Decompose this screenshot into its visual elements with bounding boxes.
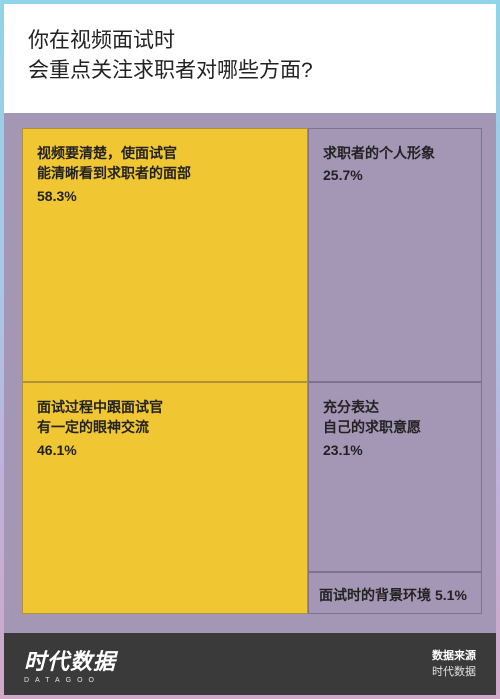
source-label: 数据来源 [432,648,476,665]
cell-label: 面试时的背景环境 [319,587,431,603]
title-line-1: 你在视频面试时 [28,26,472,56]
treemap-cell-eye-contact: 面试过程中跟面试官有一定的眼神交流 46.1% [22,382,308,614]
footer-bar: 时代数据 DATAGOO 数据来源 时代数据 [4,633,496,695]
cell-label: 求职者的个人形象 [323,143,467,163]
logo-main-text: 时代数据 [24,644,116,676]
gradient-border: 你在视频面试时 会重点关注求职者对哪些方面? 视频要清楚，使面试官能清晰看到求职… [0,0,500,699]
cell-percent: 58.3% [37,188,293,204]
page-root: 你在视频面试时 会重点关注求职者对哪些方面? 视频要清楚，使面试官能清晰看到求职… [0,0,500,699]
title-block: 你在视频面试时 会重点关注求职者对哪些方面? [4,4,496,113]
treemap-chart: 视频要清楚，使面试官能清晰看到求职者的面部 58.3% 求职者的个人形象 25.7% 面… [22,128,478,614]
inner-panel: 你在视频面试时 会重点关注求职者对哪些方面? 视频要清楚，使面试官能清晰看到求职… [4,4,496,695]
cell-percent: 25.7% [323,167,467,183]
treemap-cell-personal-image: 求职者的个人形象 25.7% [308,128,482,382]
treemap-cell-express-intention: 充分表达自己的求职意愿 23.1% [308,382,482,572]
logo-block: 时代数据 DATAGOO [24,644,116,684]
cell-label: 视频要清楚，使面试官能清晰看到求职者的面部 [37,143,293,184]
cell-percent: 46.1% [37,442,293,458]
treemap-cell-background-env: 面试时的背景环境5.1% [308,572,482,614]
title-line-2: 会重点关注求职者对哪些方面? [28,56,472,86]
cell-label: 充分表达自己的求职意愿 [323,397,467,438]
cell-percent: 23.1% [323,442,467,458]
cell-percent: 5.1% [435,587,467,603]
treemap-cell-video-clear: 视频要清楚，使面试官能清晰看到求职者的面部 58.3% [22,128,308,382]
source-value: 时代数据 [432,664,476,681]
cell-label: 面试过程中跟面试官有一定的眼神交流 [37,397,293,438]
logo-sub-text: DATAGOO [24,677,100,684]
source-block: 数据来源 时代数据 [432,648,476,681]
